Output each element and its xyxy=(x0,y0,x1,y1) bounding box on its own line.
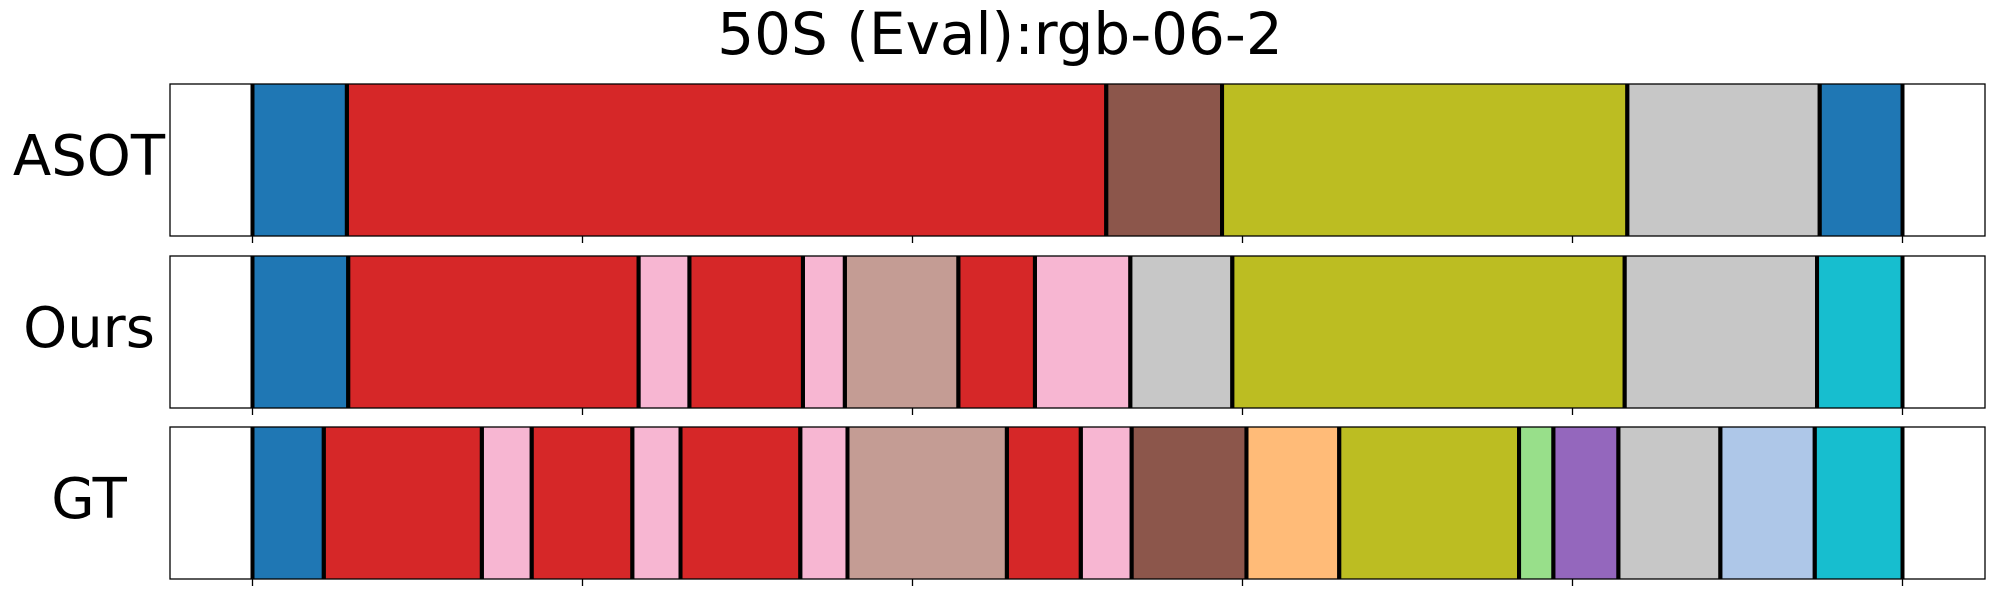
segment xyxy=(847,427,1007,579)
row-label: GT xyxy=(51,467,127,532)
segment xyxy=(252,84,347,236)
row-label: Ours xyxy=(23,296,155,361)
segment xyxy=(1006,427,1081,579)
segment xyxy=(638,256,690,408)
segment xyxy=(802,256,845,408)
segment xyxy=(1519,427,1554,579)
segment xyxy=(1627,84,1820,236)
row-label: ASOT xyxy=(13,124,166,189)
segment xyxy=(481,427,532,579)
axes-border xyxy=(169,83,1986,237)
segment xyxy=(252,427,324,579)
segment xyxy=(1720,427,1815,579)
segment xyxy=(323,427,482,579)
segment xyxy=(1034,256,1131,408)
segment xyxy=(1553,427,1619,579)
axes-border xyxy=(169,255,1986,409)
segment xyxy=(680,427,801,579)
segment xyxy=(1817,256,1903,408)
segment xyxy=(1819,84,1903,236)
segment xyxy=(844,256,959,408)
segment xyxy=(1232,256,1625,408)
segment xyxy=(346,84,1107,236)
segment xyxy=(958,256,1035,408)
segment xyxy=(1814,427,1903,579)
segment xyxy=(1131,427,1247,579)
segment xyxy=(1246,427,1340,579)
segment xyxy=(1080,427,1132,579)
chart-title: 50S (Eval):rgb-06-2 xyxy=(717,0,1283,68)
segment xyxy=(1618,427,1721,579)
segment xyxy=(252,256,349,408)
segment xyxy=(1222,84,1628,236)
axes-border xyxy=(169,426,1986,580)
segment xyxy=(1624,256,1818,408)
segment xyxy=(348,256,639,408)
segment xyxy=(632,427,681,579)
segment xyxy=(531,427,633,579)
segment xyxy=(1106,84,1223,236)
segment xyxy=(689,256,803,408)
segment xyxy=(800,427,848,579)
segment xyxy=(1339,427,1520,579)
segment xyxy=(1130,256,1233,408)
